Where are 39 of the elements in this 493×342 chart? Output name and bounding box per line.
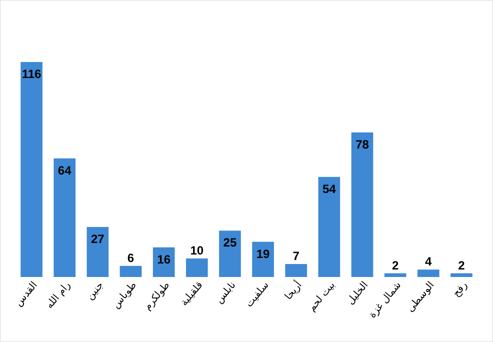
x-tick-label: بيت لحم (306, 280, 338, 314)
x-tick-label: أريحا (282, 278, 305, 302)
x-tick-label: رام الله (44, 280, 74, 312)
data-label: 2 (458, 258, 466, 272)
data-label: 25 (223, 236, 237, 250)
x-tick-label: جنين (84, 280, 106, 302)
bar (318, 176, 340, 277)
data-label: 10 (190, 243, 204, 258)
bar (351, 132, 374, 277)
bar (120, 266, 142, 277)
bar (54, 158, 76, 277)
bar (450, 273, 472, 277)
x-tick-label: قلقيلية (178, 280, 206, 308)
bar (20, 62, 42, 277)
data-label: 54 (322, 182, 336, 196)
data-label: 27 (91, 232, 105, 246)
x-tick-label: رفح (451, 280, 470, 300)
bar (219, 230, 241, 277)
data-label: 116 (22, 67, 42, 81)
x-tick-label: نابلس (214, 280, 238, 306)
data-label: 19 (256, 246, 270, 261)
data-label: 6 (127, 250, 134, 265)
data-label: 7 (292, 249, 300, 264)
x-tick-label: طوباس (110, 280, 140, 311)
data-label: 78 (356, 137, 370, 152)
data-label: 2 (392, 258, 399, 272)
bar (86, 226, 109, 277)
bar (252, 242, 274, 277)
x-tick-label: سلفيت (244, 280, 272, 310)
x-tick-label: القدس (13, 280, 40, 309)
bar (384, 273, 406, 277)
x-tick-label: طولكرم (142, 280, 172, 313)
bar (417, 270, 440, 277)
x-tick-label: الوسطى (405, 280, 437, 314)
data-label: 16 (157, 252, 171, 266)
data-label: 64 (58, 163, 72, 178)
bar (186, 258, 208, 277)
data-label: 4 (425, 254, 432, 269)
bar (285, 264, 308, 277)
